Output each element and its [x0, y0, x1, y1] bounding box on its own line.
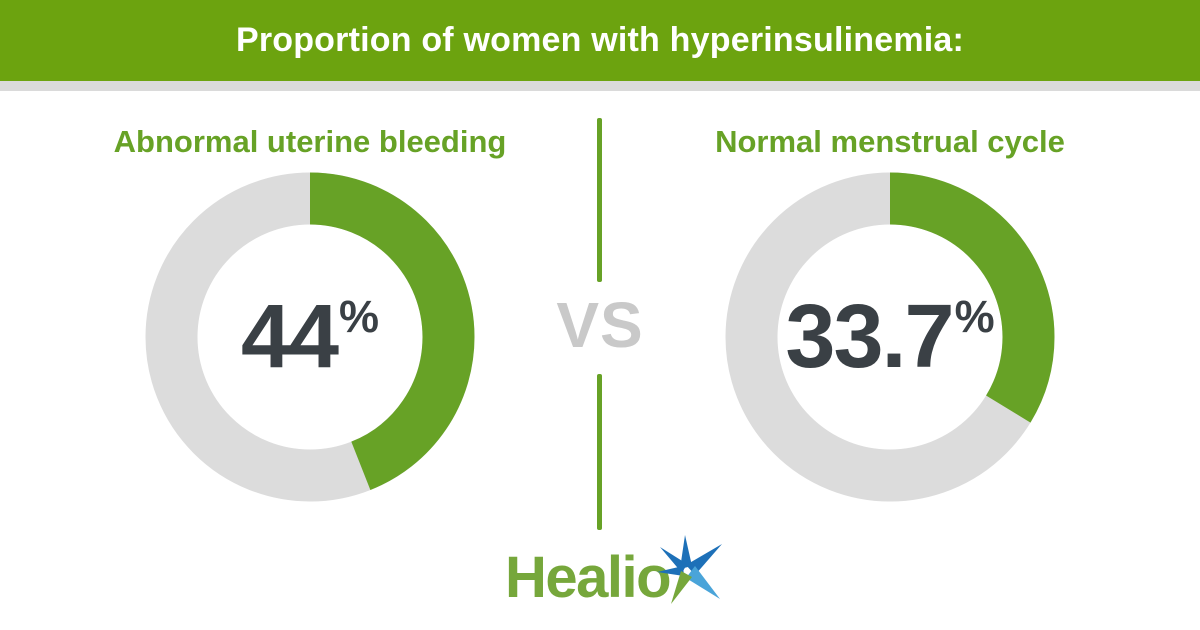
- donut-chart-normal-menstrual-cycle: 33.7 %: [725, 172, 1055, 502]
- healio-wordmark: Healio: [505, 545, 672, 610]
- divider-line-bottom: [597, 374, 602, 530]
- healio-starburst-icon: [657, 535, 722, 604]
- percentage-group: 44 %: [241, 292, 379, 382]
- right-chart-label: Normal menstrual cycle: [715, 124, 1065, 159]
- percentage-group: 33.7 %: [785, 292, 994, 382]
- donut-center-value: 33.7 %: [725, 172, 1055, 502]
- donut-chart-abnormal-uterine-bleeding: 44 %: [145, 172, 475, 502]
- donut-rings: [145, 172, 475, 502]
- donut-center-value: 44 %: [145, 172, 475, 502]
- donut-value-arc: [145, 172, 475, 502]
- donut-value-arc: [725, 172, 1055, 502]
- vs-label: VS: [556, 289, 644, 361]
- donut-rings: [725, 172, 1055, 502]
- page-title: Proportion of women with hyperinsulinemi…: [235, 21, 965, 59]
- percentage-number: 44: [240, 287, 339, 387]
- percent-sign: %: [954, 291, 995, 342]
- percent-sign: %: [339, 291, 380, 342]
- header-divider-strip: [0, 81, 1200, 91]
- left-chart-label: Abnormal uterine bleeding: [113, 124, 507, 159]
- divider-line-top: [597, 118, 602, 282]
- percentage-number: 33.7: [785, 287, 954, 387]
- header-band: Proportion of women with hyperinsulinemi…: [0, 0, 1200, 81]
